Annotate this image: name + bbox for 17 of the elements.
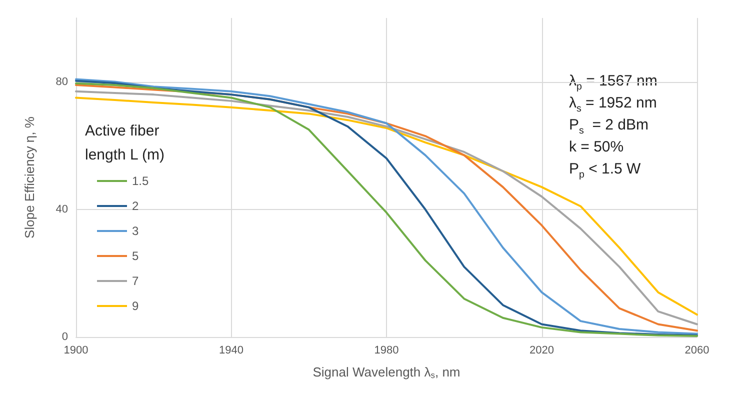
legend-label: 1.5 xyxy=(132,174,150,188)
legend-title: Active fiber length L (m) xyxy=(85,122,164,164)
legend-label: 9 xyxy=(132,299,139,313)
y-axis-title: Slope Efficiency η, % xyxy=(22,116,37,238)
y-tick-label: 0 xyxy=(62,331,68,343)
legend-label: 2 xyxy=(132,199,139,213)
y-tick-label: 80 xyxy=(56,76,68,88)
legend-label: 3 xyxy=(132,224,139,238)
legend-label: 5 xyxy=(132,249,139,263)
y-tick-label: 40 xyxy=(56,203,68,216)
x-tick-label: 2060 xyxy=(684,344,710,356)
annotation: k = 50% xyxy=(569,138,624,156)
x-tick-label: 2020 xyxy=(530,344,554,356)
x-tick-label: 1980 xyxy=(374,344,399,356)
x-tick-label: 1900 xyxy=(64,344,88,356)
legend-label: 7 xyxy=(132,274,139,288)
x-tick-label: 1940 xyxy=(219,344,244,356)
